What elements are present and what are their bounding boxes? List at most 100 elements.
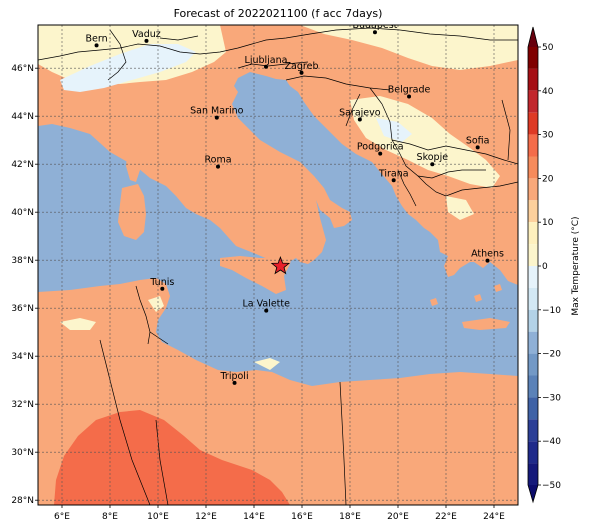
colorbar-bin bbox=[528, 90, 538, 113]
colorbar-tick-label: 50 bbox=[542, 43, 554, 53]
colorbar-tick-label: 30 bbox=[542, 131, 554, 141]
city-dot bbox=[144, 38, 149, 43]
city-dot bbox=[264, 64, 268, 69]
city-label: Sofia bbox=[466, 135, 490, 146]
colorbar-tick-label: −50 bbox=[542, 481, 561, 491]
snow-zone-balkans bbox=[376, 118, 412, 142]
colorbar-tick-label: −10 bbox=[542, 306, 561, 316]
map-frame bbox=[37, 24, 519, 506]
country-borders bbox=[38, 27, 518, 505]
colorbar-bin bbox=[528, 156, 538, 179]
colorbar-bin bbox=[528, 287, 538, 310]
city-label: Tirana bbox=[378, 168, 409, 179]
cool-zone-hills bbox=[446, 196, 474, 220]
longitude-ticks: 6°E 8°E 10°E 12°E 14°E 16°E 18°E 20°E 22°E 24°E bbox=[54, 505, 505, 522]
lat-tick-label: 28°N bbox=[11, 496, 34, 506]
city-label: Belgrade bbox=[388, 85, 431, 96]
colorbar-under-arrow bbox=[528, 485, 538, 502]
colorbar-bin bbox=[528, 47, 538, 69]
cool-zone-libya bbox=[254, 358, 280, 370]
cool-zone-atlas bbox=[60, 318, 96, 330]
lat-tick-label: 42°N bbox=[11, 160, 34, 170]
city-dot bbox=[372, 30, 377, 35]
gridlines bbox=[38, 25, 518, 505]
city-label: Zagreb bbox=[285, 61, 319, 72]
city-label: Podgorica bbox=[357, 142, 404, 153]
city-label: Sarajevo bbox=[339, 108, 381, 119]
lon-tick-label: 22°E bbox=[435, 512, 457, 522]
land-island-c bbox=[430, 298, 438, 306]
colorbar-bin bbox=[528, 178, 538, 201]
city-dot bbox=[216, 164, 220, 169]
city-label: Ljubljana bbox=[245, 55, 288, 66]
lat-tick-label: 44°N bbox=[11, 112, 34, 122]
city-dot bbox=[232, 380, 237, 385]
colorbar-bin bbox=[528, 375, 538, 398]
city-label: Tripoli bbox=[220, 371, 249, 382]
colorbar-label: Max Temperature (°C) bbox=[571, 216, 581, 315]
lon-tick-label: 16°E bbox=[291, 512, 313, 522]
latitude-ticks: 28°N 30°N 32°N 34°N 36°N 38°N 40°N 42°N 44°N 46°N bbox=[11, 64, 38, 506]
lon-tick-label: 14°E bbox=[243, 512, 265, 522]
lat-tick-label: 36°N bbox=[11, 304, 34, 314]
city-dot bbox=[485, 258, 490, 263]
lon-tick-label: 24°E bbox=[483, 512, 505, 522]
colorbar-tick-label: −20 bbox=[542, 350, 561, 360]
lat-tick-label: 46°N bbox=[11, 64, 34, 74]
city-dot bbox=[160, 286, 165, 291]
city-label: Bern bbox=[85, 33, 107, 44]
colorbar-bin bbox=[528, 200, 538, 223]
lat-tick-label: 40°N bbox=[11, 208, 34, 218]
colorbar-bin bbox=[528, 134, 538, 157]
city-label: Vaduz bbox=[132, 29, 161, 40]
lon-tick-label: 10°E bbox=[147, 512, 169, 522]
colorbar-bin bbox=[528, 331, 538, 354]
city-dot bbox=[214, 115, 219, 120]
colorbar-tick-label: 0 bbox=[542, 262, 548, 272]
colorbar-bin bbox=[528, 309, 538, 332]
city-label: Athens bbox=[471, 249, 504, 260]
city-label: Budapest bbox=[352, 20, 397, 31]
city-label: Tunis bbox=[149, 277, 174, 288]
city-label: Skopje bbox=[417, 152, 449, 163]
lat-tick-label: 32°N bbox=[11, 400, 34, 410]
colorbar-bin bbox=[528, 112, 538, 135]
land-island-a bbox=[474, 294, 482, 302]
star-marker-icon bbox=[270, 256, 291, 275]
colorbar-bin bbox=[528, 353, 538, 376]
lon-tick-label: 6°E bbox=[54, 512, 70, 522]
colorbar-bin bbox=[528, 419, 538, 442]
city-dot bbox=[378, 151, 383, 156]
city-dot bbox=[430, 162, 435, 167]
lon-tick-label: 8°E bbox=[102, 512, 118, 522]
colorbar-bin bbox=[528, 441, 538, 464]
city-dot bbox=[475, 145, 480, 150]
city-label: La Valette bbox=[242, 299, 290, 310]
city-dot bbox=[299, 70, 304, 75]
land-island-b bbox=[494, 284, 502, 292]
lon-tick-label: 18°E bbox=[339, 512, 361, 522]
colorbar-bin bbox=[528, 244, 538, 266]
colorbar-tick-label: 40 bbox=[542, 87, 554, 97]
cool-zone-balkans bbox=[350, 96, 500, 188]
map-title: Forecast of 2022021100 (f acc 7days) bbox=[173, 7, 383, 20]
city-label: San Marino bbox=[190, 106, 243, 117]
colorbar-over-arrow bbox=[528, 27, 538, 47]
colorbar-bin bbox=[528, 222, 538, 245]
land-crete bbox=[462, 318, 510, 330]
lat-tick-label: 34°N bbox=[11, 352, 34, 362]
colorbar-tick-label: 20 bbox=[542, 174, 554, 184]
city-dot bbox=[407, 94, 412, 99]
colorbar-bin bbox=[528, 397, 538, 420]
colorbar-bin bbox=[528, 266, 538, 288]
hot-zone-sahara bbox=[54, 410, 290, 505]
lat-tick-label: 30°N bbox=[11, 448, 34, 458]
colorbar-tick-label: −30 bbox=[542, 393, 561, 403]
colorbar-tick-label: −40 bbox=[542, 437, 561, 447]
temperature-colorbar: 50 40 30 20 10 0 −10 −20 −30 −40 −50 bbox=[527, 26, 561, 504]
city-label: Roma bbox=[204, 155, 231, 166]
city-dot bbox=[264, 308, 269, 313]
